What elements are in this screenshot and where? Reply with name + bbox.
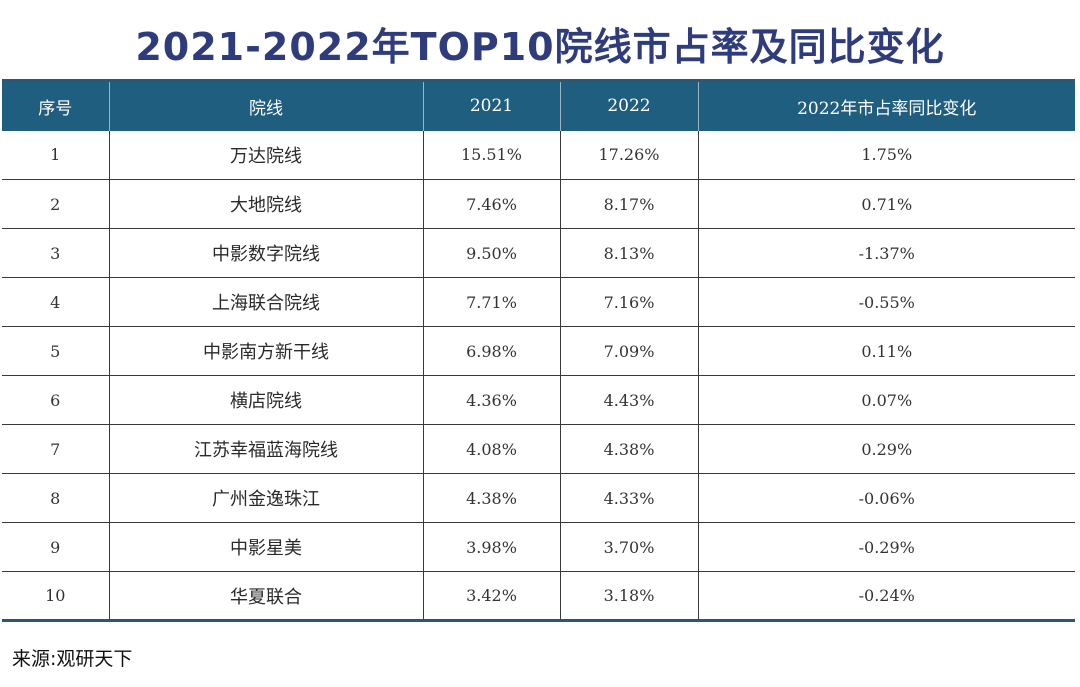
cell-cinema-chain: 横店院线	[109, 375, 424, 425]
cell-share-2022: 4.33%	[560, 473, 699, 523]
table-row: 4 上海联合院线 7.71% 7.16% -0.55%	[2, 277, 1075, 327]
cell-yoy-change: -0.55%	[698, 277, 1075, 327]
cell-rank: 2	[2, 179, 110, 229]
cell-rank: 4	[2, 277, 110, 327]
cell-share-2022: 7.09%	[560, 326, 699, 376]
cell-cinema-chain: 上海联合院线	[109, 277, 424, 327]
table-body: 1 万达院线 15.51% 17.26% 1.75% 2 大地院线 7.46% 8.17% 0.7…	[2, 130, 1075, 622]
cell-rank: 3	[2, 228, 110, 278]
table-row: 1 万达院线 15.51% 17.26% 1.75%	[2, 130, 1075, 180]
header-yoy-change: 2022年市占率同比变化	[698, 79, 1075, 131]
cell-share-2021: 7.46%	[423, 179, 561, 229]
cell-rank: 10	[2, 571, 110, 622]
cell-share-2021: 4.08%	[423, 424, 561, 474]
page-title: 2021-2022年TOP10院线市占率及同比变化	[135, 25, 945, 69]
cell-cinema-chain: 华夏联合	[109, 571, 424, 622]
cell-cinema-chain: 万达院线	[109, 130, 424, 180]
header-cinema-chain: 院线	[109, 79, 424, 131]
cell-share-2021: 9.50%	[423, 228, 561, 278]
cell-share-2021: 3.98%	[423, 522, 561, 572]
table-header-row: 序号 院线 2021 2022 2022年市占率同比变化	[2, 79, 1075, 131]
cell-share-2022: 4.38%	[560, 424, 699, 474]
table-row: 3 中影数字院线 9.50% 8.13% -1.37%	[2, 228, 1075, 278]
table-row: 7 江苏幸福蓝海院线 4.08% 4.38% 0.29%	[2, 424, 1075, 474]
cell-share-2021: 7.71%	[423, 277, 561, 327]
cell-yoy-change: 0.71%	[698, 179, 1075, 229]
cell-yoy-change: -0.29%	[698, 522, 1075, 572]
cell-yoy-change: 1.75%	[698, 130, 1075, 180]
cell-share-2021: 15.51%	[423, 130, 561, 180]
cell-rank: 7	[2, 424, 110, 474]
market-share-table: 序号 院线 2021 2022 2022年市占率同比变化 1 万达院线 15.51%…	[2, 79, 1075, 622]
cell-yoy-change: 0.11%	[698, 326, 1075, 376]
header-2022: 2022	[560, 79, 699, 131]
cell-yoy-change: -1.37%	[698, 228, 1075, 278]
cell-cinema-chain: 中影星美	[109, 522, 424, 572]
table-row: 2 大地院线 7.46% 8.17% 0.71%	[2, 179, 1075, 229]
cell-rank: 6	[2, 375, 110, 425]
cell-yoy-change: -0.06%	[698, 473, 1075, 523]
cell-cinema-chain: 中影南方新干线	[109, 326, 424, 376]
cell-share-2021: 4.38%	[423, 473, 561, 523]
source-note: 来源:观研天下	[12, 648, 133, 670]
cell-share-2022: 7.16%	[560, 277, 699, 327]
cell-share-2022: 4.43%	[560, 375, 699, 425]
cell-cinema-chain: 江苏幸福蓝海院线	[109, 424, 424, 474]
cell-share-2021: 6.98%	[423, 326, 561, 376]
cell-share-2022: 8.17%	[560, 179, 699, 229]
cell-rank: 9	[2, 522, 110, 572]
cell-share-2021: 4.36%	[423, 375, 561, 425]
cell-yoy-change: -0.24%	[698, 571, 1075, 622]
cell-cinema-chain: 广州金逸珠江	[109, 473, 424, 523]
cell-share-2022: 3.70%	[560, 522, 699, 572]
table-row: 9 中影星美 3.98% 3.70% -0.29%	[2, 522, 1075, 572]
table-row: 8 广州金逸珠江 4.38% 4.33% -0.06%	[2, 473, 1075, 523]
header-rank: 序号	[2, 79, 110, 131]
table-row: 10 华夏联合 3.42% 3.18% -0.24%	[2, 571, 1075, 622]
cell-yoy-change: 0.29%	[698, 424, 1075, 474]
table-row: 6 横店院线 4.36% 4.43% 0.07%	[2, 375, 1075, 425]
cell-yoy-change: 0.07%	[698, 375, 1075, 425]
table-row: 5 中影南方新干线 6.98% 7.09% 0.11%	[2, 326, 1075, 376]
cell-share-2022: 17.26%	[560, 130, 699, 180]
cell-rank: 8	[2, 473, 110, 523]
market-share-table-container: 序号 院线 2021 2022 2022年市占率同比变化 1 万达院线 15.51%…	[2, 79, 1075, 622]
cell-share-2022: 8.13%	[560, 228, 699, 278]
header-2021: 2021	[423, 79, 561, 131]
cell-share-2022: 3.18%	[560, 571, 699, 622]
cell-rank: 1	[2, 130, 110, 180]
cell-share-2021: 3.42%	[423, 571, 561, 622]
cell-rank: 5	[2, 326, 110, 376]
cell-cinema-chain: 中影数字院线	[109, 228, 424, 278]
cell-cinema-chain: 大地院线	[109, 179, 424, 229]
